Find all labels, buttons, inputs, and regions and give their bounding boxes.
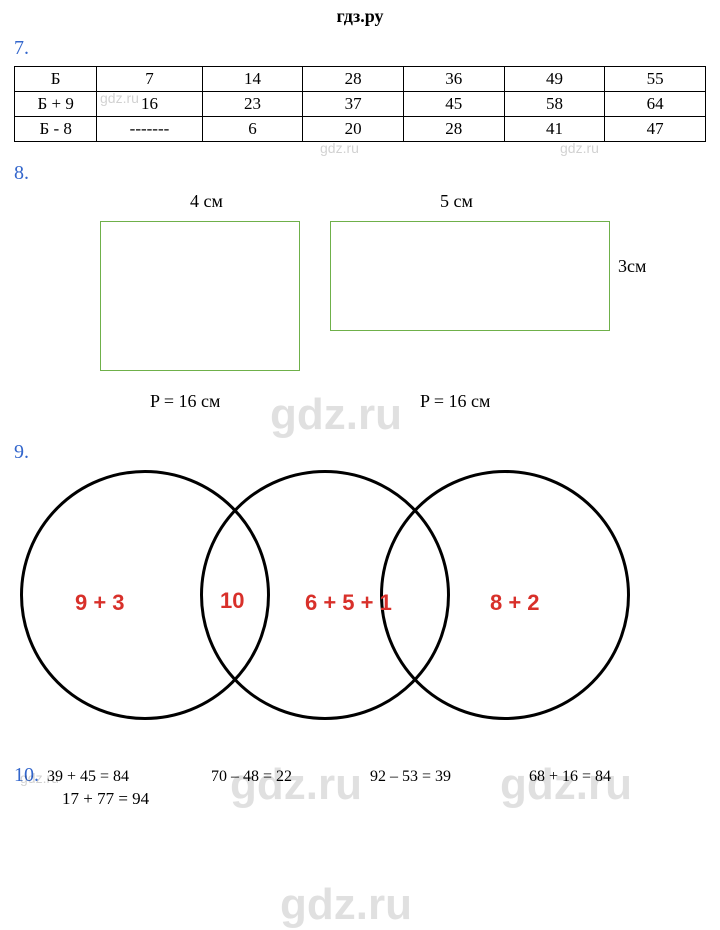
table-cell: 14 [202,67,303,92]
watermark-big: gdz.ru [280,880,412,930]
watermark-small: gdz.ru [560,140,599,156]
table-cell: 49 [504,67,605,92]
table-cell: 20 [303,117,404,142]
table-cell: 47 [605,117,706,142]
table-row: Б + 9 16 23 37 45 58 64 [15,92,706,117]
table-cell: 37 [303,92,404,117]
table-cell: Б [15,67,97,92]
rect1-shape [100,221,300,371]
table-row: Б - 8 ------- 6 20 28 41 47 [15,117,706,142]
table-row: Б 7 14 28 36 49 55 [15,67,706,92]
table-cell: 58 [504,92,605,117]
table-cell: 45 [403,92,504,117]
table-cell: 23 [202,92,303,117]
venn-label-3: 6 + 5 + 1 [305,590,392,616]
watermark-small: gdz.ru [320,140,359,156]
section-10-number: 10. [0,764,39,786]
venn-diagram: 9 + 3 10 6 + 5 + 1 8 + 2 [20,470,680,750]
rect2-side-label: 3см [618,256,646,277]
rect1-top-label: 4 см [190,191,223,212]
venn-label-4: 8 + 2 [490,590,540,616]
venn-label-1: 9 + 3 [75,590,125,616]
section-8-rects: 4 см 5 см 3см P = 16 см P = 16 см [0,191,720,421]
table-cell: 64 [605,92,706,117]
section-7-number: 7. [0,37,720,60]
table-cell: 41 [504,117,605,142]
rect2-shape [330,221,610,331]
equation: 17 + 77 = 94 [62,789,217,809]
section-9-number: 9. [0,441,720,464]
table-cell: 16 [97,92,202,117]
equation: 68 + 16 = 84 [529,768,684,786]
equation: 70 – 48 = 22 [211,768,366,786]
table-cell: 7 [97,67,202,92]
table-cell: 28 [403,117,504,142]
table-cell: Б - 8 [15,117,97,142]
venn-label-2: 10 [220,588,244,614]
rect1-caption: P = 16 см [150,391,220,412]
equation: 39 + 45 = 84 [47,768,207,786]
table-cell: 36 [403,67,504,92]
table-cell: 55 [605,67,706,92]
table-cell: 28 [303,67,404,92]
table-cell: 6 [202,117,303,142]
section-8-number: 8. [0,162,29,185]
equation: 92 – 53 = 39 [370,768,525,786]
section-7-table: Б 7 14 28 36 49 55 Б + 9 16 23 37 45 58 … [14,66,706,142]
table-cell: ------- [97,117,202,142]
page-title: гдз.ру [0,0,720,27]
table-cell: Б + 9 [15,92,97,117]
rect2-caption: P = 16 см [420,391,490,412]
rect2-top-label: 5 см [440,191,473,212]
